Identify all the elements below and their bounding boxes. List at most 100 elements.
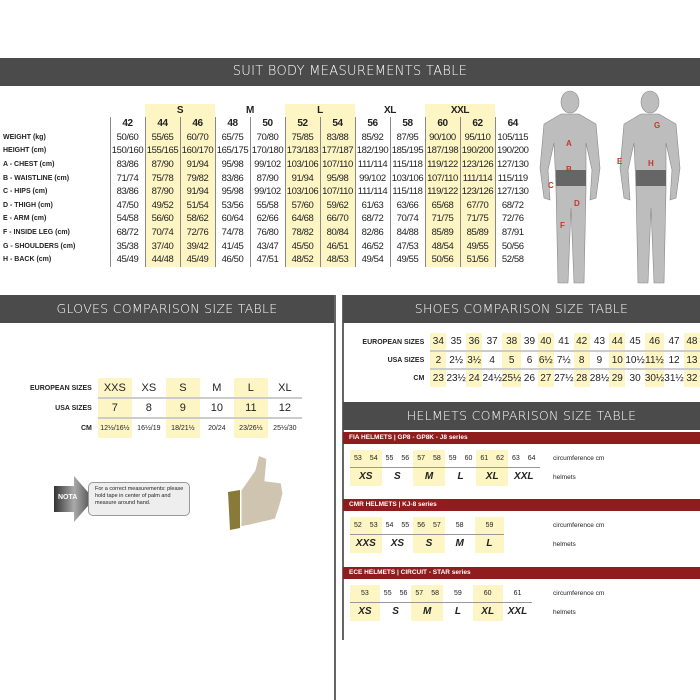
- cell: 115/118: [389, 157, 425, 172]
- cell: 119/122: [424, 157, 460, 172]
- circumference-values: 52 53: [350, 517, 382, 535]
- cell: 31½: [664, 373, 684, 384]
- cell: 50/60: [109, 130, 145, 145]
- size-group-row: S M L XL XXL: [3, 104, 530, 117]
- size-48: 48: [214, 117, 250, 131]
- cell: 60/70: [179, 130, 215, 145]
- circumference-cell: 56: [399, 590, 408, 597]
- helmet-size: XS: [358, 606, 372, 617]
- cell: L: [233, 378, 268, 399]
- size-group-l: L: [285, 104, 355, 117]
- table-row: HEIGHT (cm) 150/160 155/165 160/170 165/175 1…: [3, 144, 530, 158]
- cell: 55/58: [249, 198, 285, 213]
- row-label: WEIGHT (kg): [3, 133, 46, 141]
- helmet-size-group: 53 XS: [350, 585, 380, 621]
- row-label: EUROPEAN SIZES: [30, 378, 98, 398]
- cell: 47: [664, 333, 684, 352]
- cell: 50/56: [494, 239, 530, 253]
- figure-label-d: D: [574, 199, 580, 208]
- helmet-size-group: 52 53 XXS: [350, 517, 382, 553]
- shoes-table: EUROPEAN SIZES 34 35 36 37 38 39 40 41 42 43 44 45 46…: [350, 333, 700, 387]
- circumference-cell: 53: [354, 455, 362, 462]
- helmet-series-bar: ECE HELMETS | CIRCUIT - STAR series: [343, 567, 700, 579]
- circumference-cell: 58: [455, 522, 464, 529]
- cell: 7½: [554, 351, 574, 370]
- cell: 47/53: [389, 239, 425, 253]
- cell: 71/74: [109, 171, 145, 185]
- circumference-cell: 55: [401, 522, 410, 529]
- cell: 45: [625, 333, 645, 352]
- circumference-cell: 63: [511, 455, 520, 462]
- helmet-table: 53 54 XS 55 56 S 57 58 M 59 60 L 61 62 XL 63 64 XXL: [350, 450, 540, 486]
- figure-label-e: E: [617, 157, 623, 166]
- cell: 84/88: [389, 225, 425, 240]
- helmet-size: S: [425, 538, 433, 549]
- cell: 36: [465, 333, 483, 352]
- cell: 127/130: [494, 157, 530, 172]
- helmets-label: helmets: [553, 541, 576, 548]
- circumference-cell: 55: [383, 590, 392, 597]
- circumference-cell: 61: [513, 590, 522, 597]
- cell: 76/80: [249, 225, 285, 240]
- cell: 24: [465, 369, 483, 387]
- cell: 45/49: [109, 252, 145, 267]
- cell: 40: [537, 333, 555, 352]
- table-row: H - BACK (cm) 45/49 44/48 45/49 46/50 47/51 48…: [3, 252, 530, 267]
- cell: 150/160: [109, 144, 145, 158]
- cell: 6½: [537, 351, 555, 370]
- cell: 50/56: [424, 252, 460, 267]
- helmet-size-group: 60 XL: [472, 585, 503, 621]
- cell: 68/72: [354, 212, 390, 226]
- cell: 111/114: [354, 184, 390, 199]
- row-label: USA SIZES: [350, 351, 431, 369]
- cell: 90/100: [424, 130, 460, 145]
- cell: 85/92: [354, 130, 390, 145]
- row-label: CM: [30, 418, 98, 438]
- cell: 63/66: [389, 198, 425, 213]
- circumference-values: 60: [472, 585, 503, 603]
- cell: 10½: [625, 351, 645, 370]
- cell: 103/106: [389, 171, 425, 185]
- cell: 70/74: [389, 212, 425, 226]
- helmet-size: M: [455, 538, 464, 549]
- size-row: 42 44 46 48 50 52 54 56 58 60 62 64: [3, 117, 530, 131]
- cell: 35: [446, 333, 466, 352]
- cell: 66/70: [319, 212, 355, 226]
- cell: 61/63: [354, 198, 390, 213]
- circumference-values: 59: [442, 585, 473, 603]
- figure-label-h: H: [648, 159, 654, 168]
- suit-header: SUIT BODY MEASUREMENTS TABLE: [0, 58, 700, 86]
- divider: [342, 295, 344, 640]
- cell: 87/90: [249, 171, 285, 185]
- cell: 83/86: [214, 171, 250, 185]
- cell: 9: [165, 398, 200, 419]
- cell: 87/95: [389, 130, 425, 145]
- cell: 103/106: [284, 157, 320, 172]
- cell: 28: [573, 369, 590, 387]
- cell: 51/56: [459, 252, 495, 267]
- circumference-cell: 56: [401, 455, 410, 462]
- cell: 38: [501, 333, 522, 352]
- cell: 55/65: [144, 130, 180, 145]
- row-label: C - HIPS (cm): [3, 188, 48, 196]
- table-row: G - SHOULDERS (cm) 35/38 37/40 39/42 41/45 43…: [3, 239, 530, 253]
- helmet-size-group: 55 56 S: [379, 585, 412, 621]
- row-label: E - ARM (cm): [3, 215, 47, 223]
- cell: 75/85: [284, 130, 320, 145]
- circumference-cell: 60: [464, 455, 473, 462]
- cell: 111/114: [459, 171, 495, 185]
- size-56: 56: [354, 117, 390, 131]
- circumference-values: 58: [444, 517, 475, 535]
- size-group-none: [110, 104, 145, 117]
- cell: 59/62: [319, 198, 355, 213]
- size-42: 42: [109, 117, 145, 131]
- circumference-cell: 57: [432, 522, 441, 529]
- size-group-m: M: [246, 105, 254, 116]
- cell: 49/54: [354, 252, 390, 267]
- cell: 71/75: [459, 212, 495, 226]
- helmets-label: helmets: [553, 474, 576, 481]
- circumference-label: circumference cm: [553, 455, 605, 462]
- cell: 43/47: [249, 239, 285, 253]
- cell: 48/54: [424, 239, 460, 253]
- table-row: D - THIGH (cm) 47/50 49/52 51/54 53/56 55/58 5…: [3, 198, 530, 213]
